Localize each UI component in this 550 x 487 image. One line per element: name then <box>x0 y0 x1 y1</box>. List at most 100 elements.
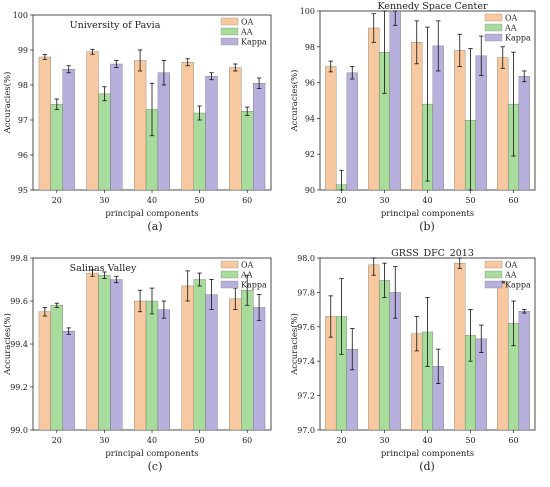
y-tick-label: 96 <box>18 151 28 160</box>
bar-aa-50 <box>193 279 206 431</box>
legend-swatch-kappa <box>220 280 239 289</box>
y-tick-label: 98.0 <box>297 254 315 263</box>
y-tick-label: 99.8 <box>10 254 28 263</box>
y-tick-label: 99 <box>18 46 28 55</box>
legend-swatch-oa <box>484 260 503 269</box>
bar-aa-30 <box>98 275 111 431</box>
legend-swatch-oa <box>220 260 239 269</box>
x-tick-label: 30 <box>379 436 389 445</box>
legend-swatch-kappa <box>484 33 503 42</box>
panel-caption: (d) <box>419 460 435 473</box>
bar-kappa-50 <box>475 55 487 191</box>
legend-label-oa: OA <box>241 18 254 27</box>
x-axis-label: principal components <box>381 449 474 459</box>
bar-kappa-40 <box>157 309 170 431</box>
legend-label-oa: OA <box>241 261 254 270</box>
y-tick-label: 97.6 <box>297 323 315 332</box>
legend-swatch-aa <box>484 23 503 32</box>
bar-aa-40 <box>145 300 159 431</box>
bar-kappa-60 <box>252 307 266 431</box>
y-axis-label: Accuracies(%) <box>289 313 300 376</box>
x-tick-label: 60 <box>242 196 252 205</box>
chart-title: University of Pavia <box>70 20 161 31</box>
bar-oa-40 <box>411 42 423 191</box>
bar-oa-30 <box>368 27 380 191</box>
bar-oa-20 <box>325 66 337 191</box>
x-tick-label: 60 <box>508 196 518 205</box>
legend-label-oa: OA <box>505 261 518 270</box>
bar-kappa-30 <box>110 279 123 431</box>
legend-label-aa: AA <box>240 28 253 37</box>
y-tick-label: 95 <box>18 186 28 195</box>
x-tick-label: 20 <box>52 436 62 445</box>
bar-kappa-60 <box>518 76 530 191</box>
bar-kappa-60 <box>518 311 530 431</box>
y-tick-label: 97.0 <box>297 426 315 435</box>
bar-oa-40 <box>133 60 147 191</box>
y-tick-label: 97 <box>18 116 28 125</box>
legend-label-aa: AA <box>240 271 253 280</box>
y-tick-label: 100 <box>300 7 315 16</box>
x-tick-label: 20 <box>52 196 62 205</box>
x-axis-label: principal components <box>381 209 474 219</box>
bar-oa-60 <box>229 67 242 191</box>
x-tick-label: 30 <box>379 196 389 205</box>
legend-label-aa: AA <box>504 271 517 280</box>
bar-kappa-30 <box>110 63 123 191</box>
bar-oa-50 <box>181 285 194 431</box>
legend-swatch-kappa <box>484 280 503 289</box>
x-tick-label: 30 <box>99 196 109 205</box>
legend-label-kappa: Kappa <box>505 281 531 290</box>
bar-aa-60 <box>241 111 254 191</box>
bar-aa-30 <box>378 280 391 431</box>
x-tick-label: 30 <box>99 436 109 445</box>
y-axis-label: Accuracies(%) <box>2 313 13 376</box>
bar-kappa-20 <box>62 69 75 191</box>
x-tick-label: 40 <box>147 436 157 445</box>
y-tick-label: 90 <box>305 186 315 195</box>
panel-caption: (c) <box>148 460 163 473</box>
y-tick-label: 97.8 <box>297 288 315 297</box>
y-tick-label: 99.2 <box>10 383 28 392</box>
bar-oa-50 <box>454 263 466 431</box>
y-tick-label: 96 <box>305 79 315 88</box>
x-tick-label: 60 <box>508 436 518 445</box>
y-axis-label: Accuracies(%) <box>289 70 300 133</box>
legend-swatch-oa <box>484 13 503 22</box>
chart-panel-4: 97.0 97.2 97.4 97.6 97.8 98.0 20 30 40 50 60 princi… <box>289 248 536 473</box>
x-axis-label: principal components <box>105 449 198 459</box>
bar-aa-50 <box>193 112 206 191</box>
x-axis-label: principal components <box>105 209 198 219</box>
x-tick-label: 20 <box>336 196 346 205</box>
bar-kappa-20 <box>62 330 75 431</box>
legend-swatch-aa <box>220 27 239 36</box>
chart-title: Kennedy Space Center <box>378 1 488 12</box>
x-tick-label: 20 <box>336 436 346 445</box>
x-tick-label: 50 <box>465 436 475 445</box>
legend-swatch-oa <box>220 17 239 26</box>
legend-label-aa: AA <box>504 24 517 33</box>
bar-oa-60 <box>229 298 242 431</box>
bar-oa-30 <box>86 272 99 431</box>
panel-caption: (b) <box>419 220 435 233</box>
bar-oa-50 <box>181 62 194 191</box>
y-tick-label: 100 <box>13 11 28 20</box>
bar-oa-20 <box>38 56 52 191</box>
y-tick-label: 98 <box>305 43 315 52</box>
y-tick-label: 97.4 <box>297 357 315 366</box>
y-tick-label: 99.4 <box>10 340 28 349</box>
x-tick-label: 50 <box>465 196 475 205</box>
chart-panel-3: 99.0 99.2 99.4 99.6 99.8 20 30 40 50 60 principal … <box>2 254 272 473</box>
bar-oa-40 <box>133 300 147 431</box>
bar-kappa-60 <box>252 83 266 191</box>
bar-oa-20 <box>38 311 52 431</box>
y-axis-label: Accuracies(%) <box>2 72 13 135</box>
bar-kappa-20 <box>346 72 358 191</box>
y-tick-label: 99.6 <box>10 297 28 306</box>
bar-aa-30 <box>98 93 111 191</box>
bar-aa-20 <box>50 305 63 431</box>
bar-oa-60 <box>497 57 509 191</box>
